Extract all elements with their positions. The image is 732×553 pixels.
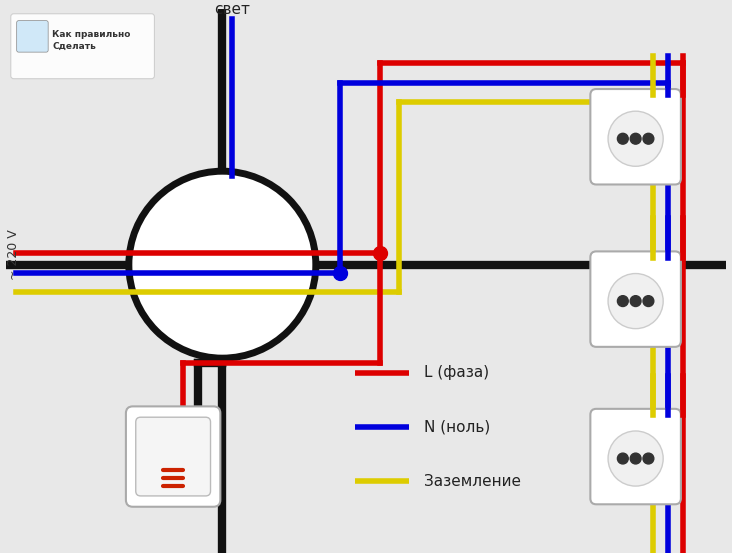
Circle shape [608, 431, 663, 486]
Circle shape [617, 453, 628, 464]
Circle shape [617, 296, 628, 306]
Text: Заземление: Заземление [424, 474, 521, 489]
Circle shape [630, 453, 641, 464]
Text: ~ 220 V: ~ 220 V [7, 229, 20, 280]
Circle shape [608, 111, 663, 166]
Circle shape [129, 171, 315, 358]
FancyBboxPatch shape [590, 409, 681, 504]
Circle shape [617, 133, 628, 144]
Text: Как правильно: Как правильно [52, 30, 130, 39]
FancyBboxPatch shape [11, 14, 154, 79]
FancyBboxPatch shape [135, 417, 211, 496]
FancyBboxPatch shape [126, 406, 220, 507]
Circle shape [643, 296, 654, 306]
Text: свет: свет [214, 2, 250, 17]
Text: Сделать: Сделать [52, 42, 96, 51]
Circle shape [643, 133, 654, 144]
Circle shape [630, 133, 641, 144]
FancyBboxPatch shape [590, 252, 681, 347]
FancyBboxPatch shape [590, 89, 681, 185]
Text: L (фаза): L (фаза) [424, 366, 489, 380]
Circle shape [630, 296, 641, 306]
Text: N (ноль): N (ноль) [424, 420, 490, 435]
Circle shape [643, 453, 654, 464]
Circle shape [608, 274, 663, 328]
FancyBboxPatch shape [17, 20, 48, 52]
